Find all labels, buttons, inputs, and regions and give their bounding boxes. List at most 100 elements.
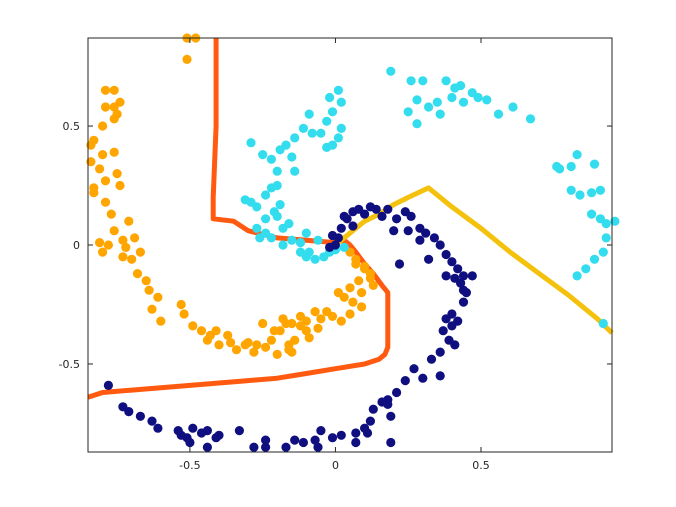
- series-0-point: [269, 326, 279, 336]
- series-0-point: [188, 321, 198, 331]
- series-0-point: [182, 54, 192, 64]
- series-1-point: [313, 235, 323, 245]
- series-1-point: [406, 76, 416, 86]
- series-0-point: [115, 180, 125, 191]
- series-2-point: [421, 228, 431, 238]
- series-1-point: [482, 95, 492, 105]
- series-0-point: [327, 311, 338, 321]
- series-0-point: [357, 288, 367, 298]
- series-2-point: [185, 437, 195, 448]
- series-1-point: [316, 128, 326, 138]
- series-0-point: [357, 302, 367, 312]
- series-0-point: [243, 338, 253, 348]
- series-1-point: [287, 152, 297, 162]
- series-0-point: [130, 233, 140, 243]
- series-2-point: [429, 233, 439, 243]
- series-0-point: [147, 304, 157, 314]
- series-1-point: [336, 123, 346, 133]
- series-0-point: [272, 349, 282, 359]
- series-0-point: [365, 273, 375, 283]
- series-1-point: [301, 228, 311, 238]
- data-points: [86, 33, 620, 452]
- series-2-point: [365, 416, 375, 426]
- series-1-point: [327, 107, 338, 117]
- series-2-point: [400, 376, 410, 386]
- series-1-point: [278, 240, 288, 250]
- series-0-point: [354, 276, 364, 286]
- series-0-point: [205, 330, 215, 340]
- series-2-point: [394, 259, 405, 269]
- series-1-point: [333, 133, 343, 143]
- series-2-point: [325, 242, 335, 252]
- series-1-point: [601, 219, 611, 229]
- series-1-point: [240, 195, 250, 205]
- boundary-line-0: [87, 38, 391, 400]
- series-1-point: [572, 150, 582, 160]
- series-1-point: [589, 159, 600, 169]
- series-2-point: [249, 442, 259, 452]
- series-2-point: [383, 204, 393, 214]
- series-2-point: [377, 211, 387, 221]
- axis-ticks: -0.5 0 0.5 -0.5 0 0.5: [59, 38, 612, 472]
- series-2-point: [202, 442, 212, 452]
- series-1-point: [333, 85, 343, 95]
- series-0-point: [196, 326, 207, 336]
- series-0-point: [121, 242, 131, 252]
- series-2-point: [418, 373, 428, 383]
- series-2-point: [360, 209, 370, 219]
- series-2-point: [386, 437, 396, 448]
- series-0-point: [118, 235, 128, 245]
- series-0-point: [118, 252, 128, 262]
- series-2-point: [261, 435, 271, 445]
- series-0-point: [360, 264, 370, 274]
- series-2-point: [316, 426, 326, 436]
- series-2-point: [458, 285, 469, 295]
- series-0-point: [132, 269, 143, 279]
- series-1-point: [275, 145, 285, 155]
- series-1-point: [575, 190, 585, 200]
- series-0-point: [86, 157, 96, 167]
- x-tick-label: 0: [332, 459, 339, 472]
- series-0-point: [223, 330, 233, 340]
- series-0-point: [258, 318, 268, 329]
- series-1-point: [295, 238, 306, 248]
- series-1-point: [447, 92, 457, 103]
- series-1-point: [287, 235, 297, 245]
- series-0-point: [310, 307, 320, 317]
- series-2-point: [336, 223, 346, 233]
- series-0-point: [112, 109, 122, 119]
- series-0-point: [278, 314, 288, 324]
- series-1-point: [587, 209, 597, 219]
- series-0-point: [179, 309, 189, 319]
- series-1-point: [258, 150, 268, 160]
- series-0-point: [226, 338, 236, 348]
- series-0-point: [345, 283, 355, 293]
- series-1-point: [298, 123, 308, 133]
- y-tick-label: 0.5: [63, 120, 81, 133]
- series-1-point: [272, 166, 282, 176]
- series-1-point: [327, 140, 338, 150]
- series-1-point: [261, 190, 271, 200]
- series-0-point: [103, 240, 113, 250]
- series-0-point: [345, 309, 355, 319]
- boundary-line-1: [333, 185, 614, 335]
- series-2-point: [313, 442, 323, 452]
- series-0-point: [284, 345, 294, 355]
- series-2-point: [467, 271, 477, 281]
- series-1-point: [386, 66, 396, 76]
- series-2-point: [403, 226, 413, 236]
- y-tick-label: 0: [73, 239, 80, 252]
- series-1-point: [304, 109, 314, 119]
- series-0-point: [100, 197, 111, 207]
- series-2-point: [211, 433, 221, 443]
- series-0-point: [124, 216, 134, 226]
- series-1-point: [325, 92, 335, 103]
- series-1-point: [246, 138, 256, 148]
- series-1-point: [310, 254, 320, 264]
- series-1-point: [252, 223, 262, 233]
- series-1-point: [412, 95, 422, 105]
- series-1-point: [589, 254, 600, 264]
- series-2-point: [392, 214, 402, 224]
- series-0-point: [252, 340, 262, 350]
- series-1-point: [339, 242, 349, 252]
